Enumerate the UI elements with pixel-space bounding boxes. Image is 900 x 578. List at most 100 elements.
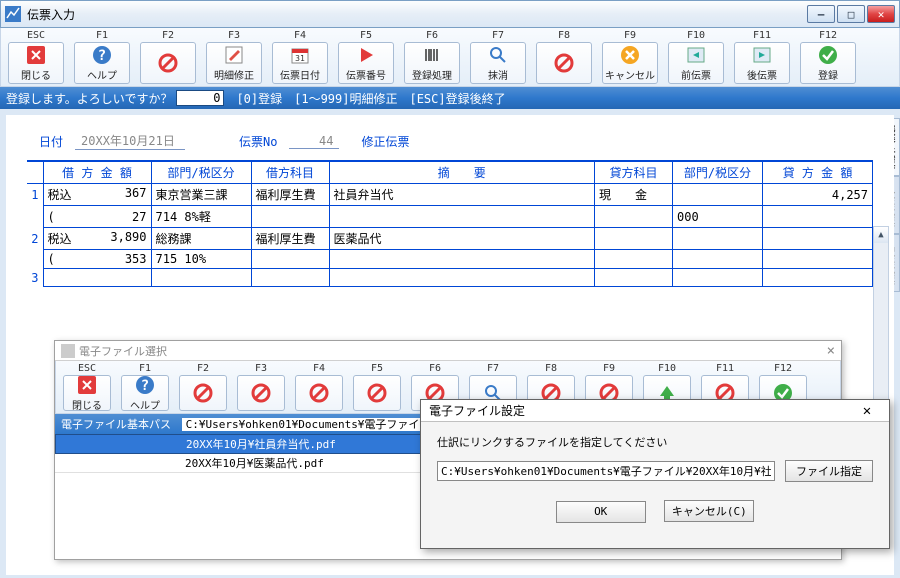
fkey-esc-button[interactable]: 閉じる <box>63 375 111 411</box>
fkey-f3-button[interactable]: 明細修正 <box>206 42 262 84</box>
grid-row[interactable]: 3 <box>27 269 873 287</box>
cancel-orange-icon <box>619 44 641 66</box>
fkey-label: F4 <box>290 363 348 375</box>
main-fkey-toolbar: ESC 閉じる F1 ? ヘルプ F2 F3 明細修正 F4 31 伝票日付 F… <box>0 28 900 87</box>
fkey-f5-button[interactable] <box>353 375 401 411</box>
prohibit-icon <box>157 52 179 74</box>
fkey-f2-button[interactable] <box>140 42 196 84</box>
fkey-label: ESC <box>3 30 69 42</box>
fkey-label: F11 <box>729 30 795 42</box>
fkey-label: F11 <box>696 363 754 375</box>
date-label: 日付 <box>39 133 63 150</box>
dialog-instruction: 仕訳にリンクするファイルを指定してください <box>437 434 873 450</box>
fkey-label: F4 <box>267 30 333 42</box>
prohibit-icon <box>192 382 214 404</box>
barcode-icon <box>421 44 443 66</box>
fkey-f9-button[interactable]: キャンセル <box>602 42 658 84</box>
fkey-f1-button[interactable]: ? ヘルプ <box>121 375 169 411</box>
fkey-label: F9 <box>580 363 638 375</box>
calendar-icon: 31 <box>289 44 311 66</box>
subwin-icon <box>61 344 75 358</box>
fkey-caption: ヘルプ <box>87 67 117 82</box>
dialog-close-button[interactable]: ✕ <box>853 402 881 420</box>
fkey-caption: 伝票日付 <box>280 67 320 82</box>
fkey-label: F5 <box>348 363 406 375</box>
fkey-caption: 前伝票 <box>681 67 711 82</box>
date-value[interactable]: 20XX年10月21日 <box>75 132 185 150</box>
search-icon <box>487 44 509 66</box>
fkey-label: F12 <box>754 363 812 375</box>
fkey-label: F9 <box>597 30 663 42</box>
close-button[interactable]: ✕ <box>867 5 895 23</box>
fkey-label: F12 <box>795 30 861 42</box>
fkey-f10-button[interactable]: 前伝票 <box>668 42 724 84</box>
fkey-caption: キャンセル <box>605 67 655 82</box>
fkey-label: F10 <box>663 30 729 42</box>
grid-row[interactable]: 2 税込3,890 総務課福利厚生費医薬品代 <box>27 228 873 250</box>
dialog-path-input[interactable] <box>437 461 775 481</box>
app-icon <box>5 6 21 22</box>
grid-subrow[interactable]: (27 714 8%軽000 <box>27 206 873 228</box>
fkey-caption: 明細修正 <box>214 67 254 82</box>
col-dept-tax: 部門/税区分 <box>151 161 251 184</box>
col-credit-account: 貸方科目 <box>595 161 673 184</box>
fkey-caption: 登録処理 <box>412 67 452 82</box>
col-debit-amount: 借 方 金 額 <box>43 161 151 184</box>
status-input[interactable]: 0 <box>176 90 224 106</box>
fkey-f11-button[interactable]: 後伝票 <box>734 42 790 84</box>
fkey-f2-button[interactable] <box>179 375 227 411</box>
grid-subrow[interactable]: (353 715 10% <box>27 250 873 269</box>
ok-button[interactable]: OK <box>556 501 646 523</box>
cancel-button[interactable]: キャンセル(C) <box>664 500 754 522</box>
fkey-label: F7 <box>465 30 531 42</box>
fkey-f6-button[interactable]: 登録処理 <box>404 42 460 84</box>
prohibit-icon <box>366 382 388 404</box>
scroll-up-icon[interactable]: ▲ <box>874 227 888 243</box>
grid-row[interactable]: 1 税込367 東京営業三課福利厚生費社員弁当代 現 金4,257 <box>27 184 873 206</box>
slip-mode: 修正伝票 <box>361 133 409 150</box>
minimize-button[interactable]: — <box>807 5 835 23</box>
prohibit-icon <box>553 52 575 74</box>
fkey-caption: 登録 <box>818 67 838 82</box>
subwin-title: 電子ファイル選択 <box>79 343 167 359</box>
fkey-caption: 閉じる <box>72 397 102 412</box>
fkey-label: F2 <box>174 363 232 375</box>
fkey-f7-button[interactable]: 抹消 <box>470 42 526 84</box>
base-path-label: 電子ファイル基本パス <box>61 418 171 431</box>
prev-icon <box>685 44 707 66</box>
slip-header: 日付 20XX年10月21日 伝票No 44 修正伝票 <box>7 116 893 156</box>
base-path-value[interactable]: C:¥Users¥ohken01¥Documents¥電子ファイル <box>182 418 435 431</box>
fkey-label: F10 <box>638 363 696 375</box>
fkey-label: F2 <box>135 30 201 42</box>
window-title: 伝票入力 <box>27 6 807 23</box>
fkey-f4-button[interactable]: 31 伝票日付 <box>272 42 328 84</box>
close-x-icon <box>25 44 47 66</box>
maximize-button[interactable]: □ <box>837 5 865 23</box>
browse-button[interactable]: ファイル指定 <box>785 460 873 482</box>
fkey-f5-button[interactable]: 伝票番号 <box>338 42 394 84</box>
col-description: 摘 要 <box>329 161 595 184</box>
play-icon <box>355 44 377 66</box>
edit-icon <box>223 44 245 66</box>
fkey-f3-button[interactable] <box>237 375 285 411</box>
fkey-f12-button[interactable]: 登録 <box>800 42 856 84</box>
fkey-label: F3 <box>201 30 267 42</box>
file-config-dialog: 電子ファイル設定 ✕ 仕訳にリンクするファイルを指定してください ファイル指定 … <box>420 399 890 549</box>
svg-text:?: ? <box>98 48 106 64</box>
prohibit-icon <box>250 382 272 404</box>
status-bar: 登録します。よろしいですか？ 0 [0]登録 [1～999]明細修正 [ESC]… <box>0 87 900 109</box>
fkey-esc-button[interactable]: 閉じる <box>8 42 64 84</box>
fkey-label: F7 <box>464 363 522 375</box>
help-icon: ? <box>134 374 156 396</box>
subwin-close-button[interactable]: × <box>827 343 835 359</box>
fkey-f8-button[interactable] <box>536 42 592 84</box>
fkey-f1-button[interactable]: ? ヘルプ <box>74 42 130 84</box>
slipno-value[interactable]: 44 <box>289 134 339 149</box>
prohibit-icon <box>308 382 330 404</box>
fkey-caption: ヘルプ <box>130 397 160 412</box>
grid-header-row: 借 方 金 額 部門/税区分 借方科目 摘 要 貸方科目 部門/税区分 貸 方 … <box>27 161 873 184</box>
col-credit-amount: 貸 方 金 額 <box>763 161 873 184</box>
fkey-label: F1 <box>69 30 135 42</box>
fkey-f4-button[interactable] <box>295 375 343 411</box>
help-icon: ? <box>91 44 113 66</box>
